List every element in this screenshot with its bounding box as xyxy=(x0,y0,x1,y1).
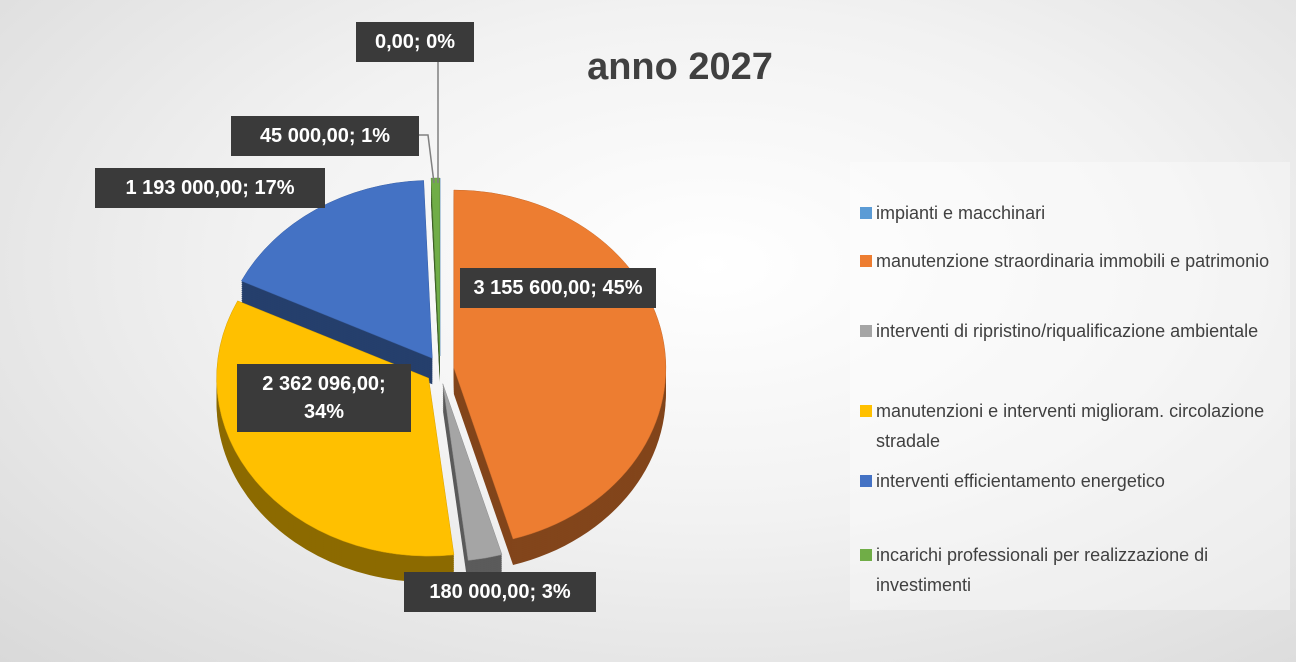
legend-swatch xyxy=(860,549,872,561)
legend-label: interventi efficientamento energetico xyxy=(876,471,1165,491)
legend-item: incarichi professionali per realizzazion… xyxy=(860,540,1296,600)
data-label: 0,00; 0% xyxy=(356,22,474,62)
legend-label: manutenzioni e interventi miglioram. cir… xyxy=(876,401,1265,451)
slice xyxy=(430,177,440,357)
slice xyxy=(240,180,433,359)
data-label: 1 193 000,00; 17% xyxy=(95,168,325,208)
legend-item: interventi di ripristino/riqualificazion… xyxy=(860,316,1296,346)
legend-swatch xyxy=(860,325,872,337)
legend-item: manutenzioni e interventi miglioram. cir… xyxy=(860,396,1296,456)
legend-label: incarichi professionali per realizzazion… xyxy=(876,545,1209,595)
legend-item: interventi efficientamento energetico xyxy=(860,466,1296,496)
legend-label: interventi di ripristino/riqualificazion… xyxy=(876,321,1259,341)
data-label: 2 362 096,00; 34% xyxy=(237,364,411,432)
data-label: 3 155 600,00; 45% xyxy=(460,268,656,308)
legend-swatch xyxy=(860,475,872,487)
legend-swatch xyxy=(860,255,872,267)
legend: impianti e macchinari manutenzione straor… xyxy=(850,162,1290,610)
legend-label: manutenzione straordinaria immobili e pa… xyxy=(876,251,1270,271)
data-label: 180 000,00; 3% xyxy=(404,572,596,612)
slice xyxy=(442,383,503,561)
legend-swatch xyxy=(860,405,872,417)
leader-line xyxy=(418,134,435,184)
legend-label: impianti e macchinari xyxy=(876,203,1046,223)
legend-item: manutenzione straordinaria immobili e pa… xyxy=(860,246,1296,276)
chart-title: anno 2027 xyxy=(587,46,773,88)
legend-swatch xyxy=(860,207,872,219)
data-label: 45 000,00; 1% xyxy=(231,116,419,156)
legend-item: impianti e macchinari xyxy=(860,198,1296,228)
